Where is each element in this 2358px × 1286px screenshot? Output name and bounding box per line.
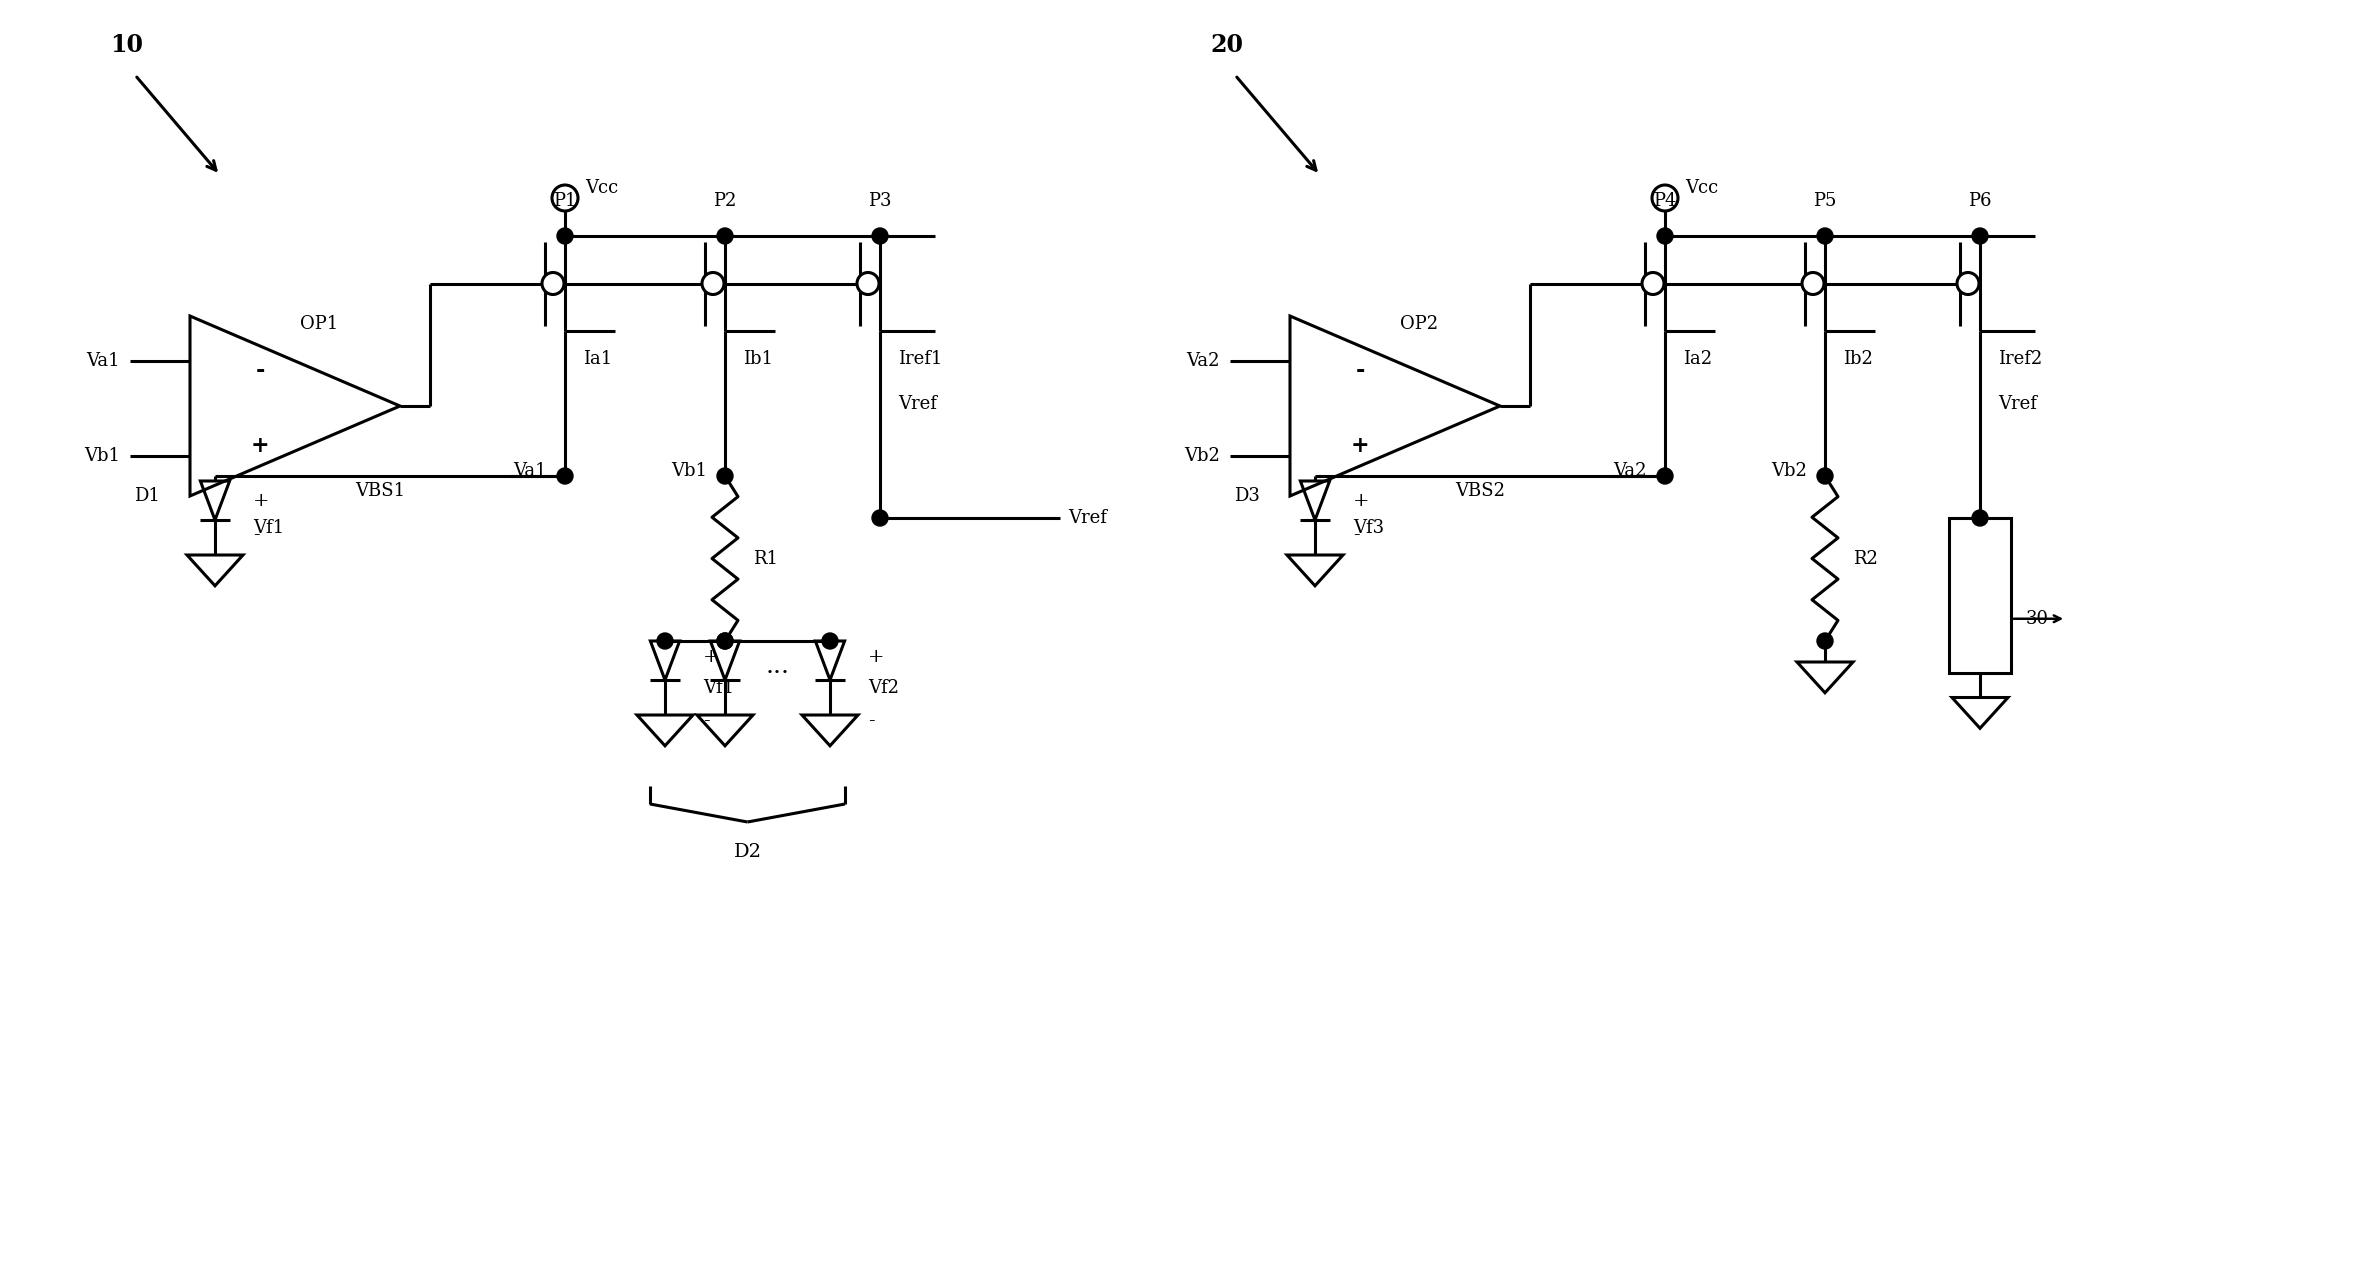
Circle shape (1658, 468, 1672, 484)
Circle shape (556, 468, 573, 484)
Text: D2: D2 (733, 844, 762, 862)
Text: Vcc: Vcc (585, 179, 618, 197)
Text: P5: P5 (1813, 192, 1837, 210)
Circle shape (542, 273, 564, 294)
Text: 10: 10 (111, 33, 144, 57)
Text: Va1: Va1 (514, 462, 547, 480)
Circle shape (1658, 228, 1672, 244)
Text: Vref: Vref (1997, 395, 2037, 413)
Text: Vf1: Vf1 (252, 518, 283, 536)
Text: P1: P1 (554, 192, 578, 210)
Text: Vf2: Vf2 (868, 679, 898, 697)
Text: +: + (1351, 435, 1370, 457)
Text: Vb2: Vb2 (1184, 448, 1219, 466)
Circle shape (658, 633, 672, 649)
Text: P3: P3 (868, 192, 891, 210)
Text: Ia2: Ia2 (1684, 350, 1712, 368)
Text: OP2: OP2 (1401, 315, 1438, 333)
Text: ···: ··· (766, 662, 790, 685)
Circle shape (1971, 511, 1988, 526)
Text: P2: P2 (714, 192, 736, 210)
Circle shape (856, 273, 880, 294)
Text: Va2: Va2 (1186, 352, 1219, 370)
Circle shape (552, 185, 578, 211)
Text: Va1: Va1 (87, 352, 120, 370)
Text: -: - (252, 526, 259, 544)
Text: -: - (703, 712, 710, 730)
Text: Vb1: Vb1 (85, 448, 120, 466)
Text: +: + (250, 435, 269, 457)
Text: +: + (252, 491, 269, 509)
Circle shape (1818, 633, 1832, 649)
Circle shape (1802, 273, 1825, 294)
Text: -: - (255, 360, 264, 382)
Text: Vb2: Vb2 (1771, 462, 1806, 480)
Circle shape (1818, 228, 1832, 244)
Circle shape (717, 468, 733, 484)
Text: R2: R2 (1853, 549, 1877, 567)
Text: +: + (703, 648, 719, 666)
Text: P4: P4 (1653, 192, 1677, 210)
Text: D1: D1 (134, 487, 160, 505)
Circle shape (717, 633, 733, 649)
Text: VBS1: VBS1 (356, 482, 406, 500)
Text: VBS2: VBS2 (1455, 482, 1504, 500)
Text: OP1: OP1 (299, 315, 337, 333)
Text: Iref2: Iref2 (1997, 350, 2042, 368)
Text: Iref1: Iref1 (898, 350, 943, 368)
Text: -: - (1356, 360, 1365, 382)
Text: Vf3: Vf3 (1353, 518, 1384, 536)
Text: 30: 30 (2026, 610, 2049, 628)
Text: Ia1: Ia1 (582, 350, 613, 368)
Circle shape (1818, 468, 1832, 484)
Text: Ib2: Ib2 (1844, 350, 1872, 368)
Circle shape (823, 633, 837, 649)
Text: Va2: Va2 (1613, 462, 1646, 480)
Text: Vb1: Vb1 (672, 462, 707, 480)
Text: +: + (1353, 491, 1370, 509)
Bar (1950, 518, 2011, 673)
Circle shape (872, 228, 889, 244)
Text: 20: 20 (1210, 33, 1243, 57)
Text: Ib1: Ib1 (743, 350, 773, 368)
Circle shape (717, 228, 733, 244)
Text: R1: R1 (752, 549, 778, 567)
Circle shape (872, 511, 889, 526)
Circle shape (1653, 185, 1679, 211)
Text: Vcc: Vcc (1686, 179, 1719, 197)
Text: Vref: Vref (1068, 509, 1106, 527)
Text: P6: P6 (1969, 192, 1993, 210)
Text: -: - (1353, 526, 1361, 544)
Text: +: + (868, 648, 884, 666)
Circle shape (703, 273, 724, 294)
Text: Vf1: Vf1 (703, 679, 733, 697)
Text: Vref: Vref (898, 395, 936, 413)
Circle shape (1971, 228, 1988, 244)
Circle shape (1641, 273, 1665, 294)
Text: -: - (868, 712, 875, 730)
Circle shape (556, 228, 573, 244)
Circle shape (717, 633, 733, 649)
Circle shape (1957, 273, 1978, 294)
Text: D3: D3 (1233, 487, 1259, 505)
